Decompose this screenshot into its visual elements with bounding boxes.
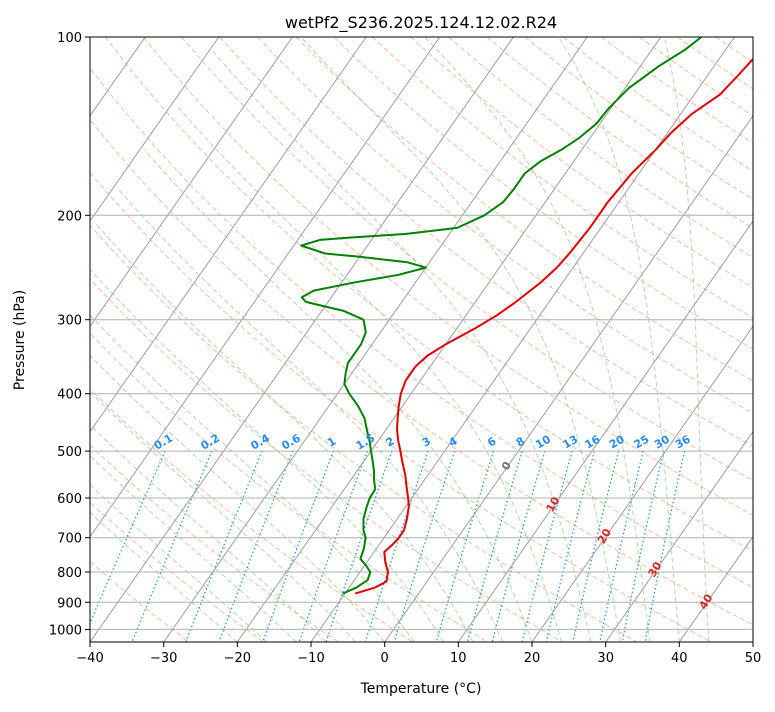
isotherm-line xyxy=(90,37,514,642)
y-tick-label: 100 xyxy=(57,31,82,46)
dry-adiabat-line xyxy=(0,37,562,642)
mixing-ratio-label: 20 xyxy=(607,432,627,451)
y-tick-label: 800 xyxy=(57,566,82,581)
moist-adiabat-line xyxy=(56,278,414,642)
dry-adiabat-line xyxy=(716,37,775,642)
dry-adiabat-line xyxy=(601,37,775,642)
mixing-ratio-line xyxy=(132,451,212,642)
x-axis-label: Temperature (°C) xyxy=(360,681,482,697)
y-tick-label: 500 xyxy=(57,445,82,460)
mixing-ratio-line xyxy=(600,451,643,642)
x-tick-label: −20 xyxy=(224,651,251,666)
dry-adiabat-line xyxy=(296,37,775,642)
dewpoint-profile-line xyxy=(301,37,701,594)
moist-adiabat-line xyxy=(94,222,473,642)
x-tick-label: 10 xyxy=(450,651,467,666)
mixing-ratio-label: 4 xyxy=(446,434,459,449)
isotherm-line xyxy=(311,37,735,642)
dry-adiabat-line xyxy=(0,37,712,642)
isotherm-line xyxy=(606,37,775,642)
moist-adiabat-line xyxy=(41,302,385,642)
isotherm-line xyxy=(16,37,440,642)
dry-adiabat-label: -10 xyxy=(62,417,86,440)
dry-adiabat-line xyxy=(487,37,775,642)
dry-adiabat-line xyxy=(334,37,775,642)
mixing-ratio-label: 16 xyxy=(583,432,603,451)
plot-frame xyxy=(90,37,753,642)
dry-adiabat-line xyxy=(0,37,488,642)
x-tick-label: 50 xyxy=(745,651,762,666)
y-tick-label: 400 xyxy=(57,388,82,403)
x-tick-label: 40 xyxy=(671,651,688,666)
mixing-ratio-label: 30 xyxy=(652,432,672,451)
mixing-ratio-label: 10 xyxy=(533,432,553,451)
mixing-ratio-line xyxy=(436,451,493,642)
isotherm-line xyxy=(679,37,775,642)
isotherm-line xyxy=(0,37,72,642)
moist-adiabat-line xyxy=(425,37,650,642)
mixing-ratio-label: 1.5 xyxy=(354,432,377,453)
y-tick-label: 300 xyxy=(57,314,82,329)
isotherm-line xyxy=(753,37,775,642)
y-axis-label: Pressure (hPa) xyxy=(12,290,28,390)
mixing-ratio-label: 6 xyxy=(485,434,498,449)
y-tick-label: 600 xyxy=(57,492,82,507)
x-tick-label: 0 xyxy=(381,651,389,666)
mixing-ratio-label: 0.4 xyxy=(249,431,273,452)
dry-adiabat-line xyxy=(754,37,775,642)
isotherm-line xyxy=(458,37,775,642)
dry-adiabat-line xyxy=(105,37,775,642)
y-tick-label: 700 xyxy=(57,532,82,547)
mixing-ratio-label: 36 xyxy=(673,432,693,451)
moist-adiabat-line xyxy=(0,394,237,642)
moist-adiabat-line xyxy=(211,50,591,642)
mixing-ratio-label: 25 xyxy=(632,433,652,452)
chart-title: wetPf2_S236.2025.124.12.02.R24 xyxy=(285,13,557,33)
isotherm-line xyxy=(0,37,366,642)
moist-adiabat-line xyxy=(559,37,680,642)
dry-adiabat-line xyxy=(29,37,775,642)
mixing-ratio-line xyxy=(263,451,334,642)
y-tick-label: 200 xyxy=(57,209,82,224)
mixing-ratio-line xyxy=(492,451,545,642)
isotherm-line xyxy=(532,37,775,642)
dry-adiabat-line xyxy=(640,37,775,642)
dry-adiabat-line xyxy=(678,37,775,642)
mixing-ratio-label: 2 xyxy=(384,435,397,450)
mixing-ratio-label: 0.2 xyxy=(199,432,222,453)
mixing-ratio-line xyxy=(573,451,619,642)
y-tick-label: 1000 xyxy=(49,623,82,638)
isotherm-line xyxy=(385,37,775,642)
moist-adiabat-line xyxy=(176,105,562,643)
dry-adiabat-line xyxy=(0,37,413,642)
y-tick-label: 900 xyxy=(57,596,82,611)
moist-adiabat-line xyxy=(0,359,296,642)
mixing-ratio-label: 1 xyxy=(325,435,338,450)
x-tick-label: −40 xyxy=(76,651,103,666)
mixing-ratio-line xyxy=(299,451,367,642)
isotherm-line xyxy=(237,37,661,642)
dry-adiabat-line xyxy=(0,37,189,642)
dry-adiabat-line xyxy=(449,37,775,642)
x-tick-label: −30 xyxy=(150,651,177,666)
x-tick-label: 20 xyxy=(524,651,541,666)
dry-adiabat-line xyxy=(372,37,775,642)
mixing-ratio-line xyxy=(326,451,392,642)
x-tick-label: −10 xyxy=(297,651,324,666)
mixing-ratio-line xyxy=(522,451,572,642)
moist-adiabat-line xyxy=(23,320,356,642)
x-tick-label: 30 xyxy=(597,651,614,666)
mixing-ratio-label: 0.6 xyxy=(279,431,303,452)
isotherm-line xyxy=(0,37,219,642)
dry-adiabat-line xyxy=(0,37,264,642)
temperature-profile-line xyxy=(355,37,771,594)
